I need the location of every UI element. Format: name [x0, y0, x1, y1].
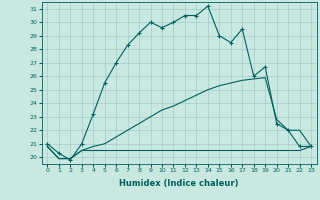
X-axis label: Humidex (Indice chaleur): Humidex (Indice chaleur): [119, 179, 239, 188]
